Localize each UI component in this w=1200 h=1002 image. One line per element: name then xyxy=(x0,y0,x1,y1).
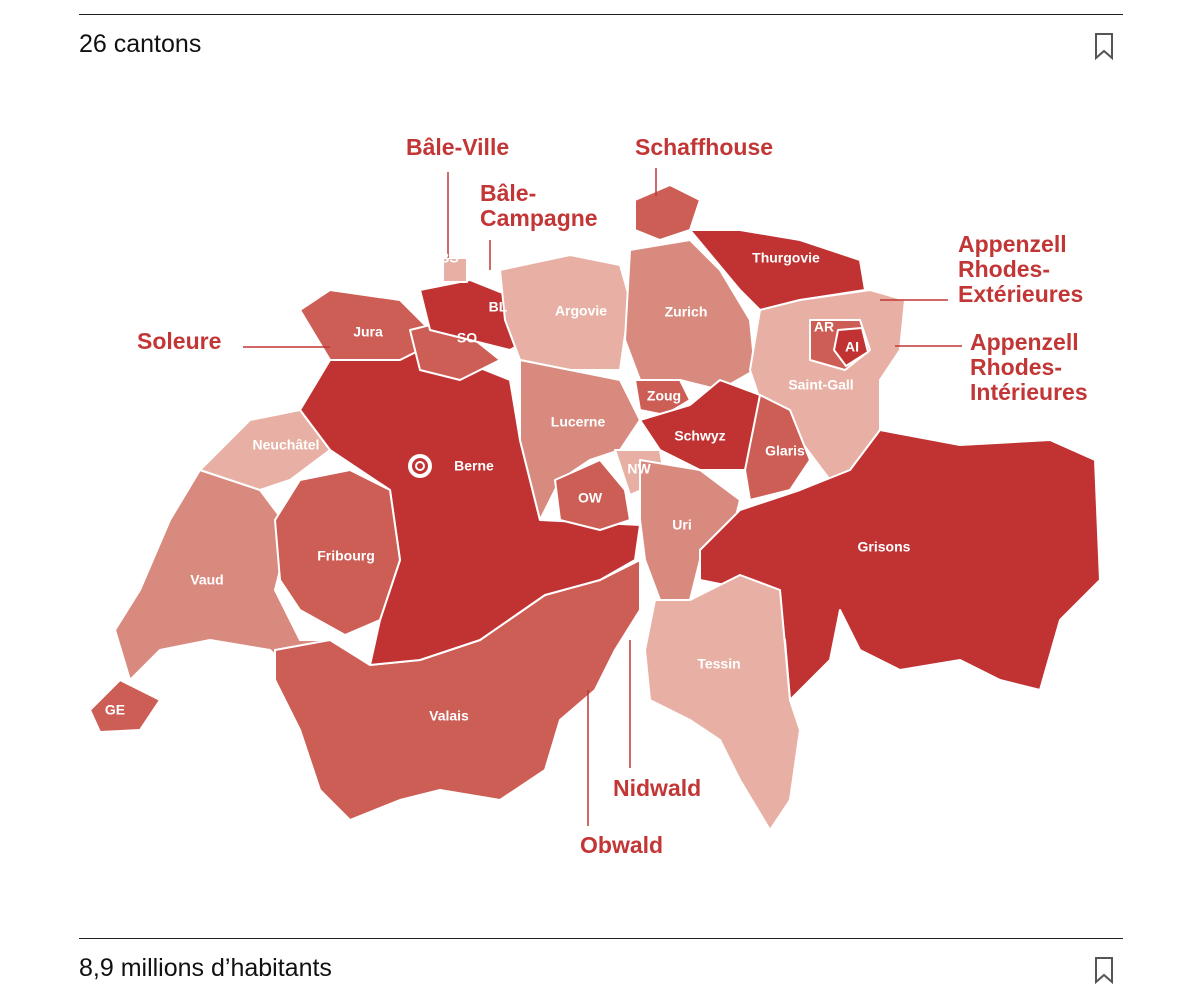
callout-label: Rhodes- xyxy=(970,354,1062,380)
canton-label: Tessin xyxy=(697,656,740,672)
callout-label: Extérieures xyxy=(958,281,1083,307)
canton-label: Saint-Gall xyxy=(788,377,853,393)
canton-zoug xyxy=(634,379,691,416)
divider xyxy=(79,938,1123,939)
canton-bale-ville xyxy=(442,257,468,283)
canton-label: SO xyxy=(457,330,477,346)
canton-label: Fribourg xyxy=(317,548,375,564)
canton-label: Zurich xyxy=(665,304,708,320)
canton-label: Thurgovie xyxy=(752,250,820,266)
canton-label: Argovie xyxy=(555,303,607,319)
canton-zurich xyxy=(624,239,756,391)
callout-label: Obwald xyxy=(580,832,663,858)
canton-label: BS xyxy=(439,250,458,266)
canton-glaris xyxy=(744,394,811,501)
canton-label: BL xyxy=(489,299,508,315)
canton-label: Glaris xyxy=(765,443,805,459)
callout-label: Campagne xyxy=(480,205,598,231)
canton-appenzell-ri xyxy=(833,327,869,367)
divider xyxy=(79,14,1123,15)
canton-label: Jura xyxy=(353,324,383,340)
callout-label: Bâle- xyxy=(480,180,536,206)
canton-geneve xyxy=(89,679,161,733)
canton-label: Lucerne xyxy=(551,414,606,430)
canton-label: OW xyxy=(578,490,603,506)
canton-label: Grisons xyxy=(858,539,911,555)
canton-label: AI xyxy=(845,339,859,355)
canton-neuchatel xyxy=(199,409,331,491)
canton-label: AR xyxy=(814,319,834,335)
capital-marker xyxy=(408,454,432,478)
callout-label: Appenzell xyxy=(958,231,1067,257)
canton-lucerne xyxy=(519,359,641,521)
callout-label: Soleure xyxy=(137,328,221,354)
bookmark-icon[interactable] xyxy=(1094,956,1114,984)
canton-fribourg xyxy=(274,469,401,636)
canton-label: Vaud xyxy=(190,572,223,588)
canton-label: Neuchâtel xyxy=(253,437,320,453)
callout-label: Rhodes- xyxy=(958,256,1050,282)
canton-label: Berne xyxy=(454,458,494,474)
canton-label: Uri xyxy=(672,517,691,533)
canton-label: Zoug xyxy=(647,388,681,404)
callout-label: Appenzell xyxy=(970,329,1079,355)
section-title: 26 cantons xyxy=(79,30,202,58)
canton-uri xyxy=(639,459,741,601)
callout-label: Intérieures xyxy=(970,379,1088,405)
section-title: 8,9 millions d’habitants xyxy=(79,954,332,982)
cantons xyxy=(89,184,1101,831)
canton-label: GE xyxy=(105,702,125,718)
canton-tessin xyxy=(644,574,801,831)
bookmark-icon[interactable] xyxy=(1094,32,1114,60)
leader-lines xyxy=(243,168,962,826)
callout-label: Bâle-Ville xyxy=(406,134,509,160)
callout-label: Schaffhouse xyxy=(635,134,773,160)
callout-label: Nidwald xyxy=(613,775,701,801)
canton-label: Valais xyxy=(429,708,469,724)
canton-label: NW xyxy=(627,461,651,477)
canton-label: Schwyz xyxy=(674,428,725,444)
canton-obwald xyxy=(554,459,631,531)
canton-argovie xyxy=(499,254,631,371)
